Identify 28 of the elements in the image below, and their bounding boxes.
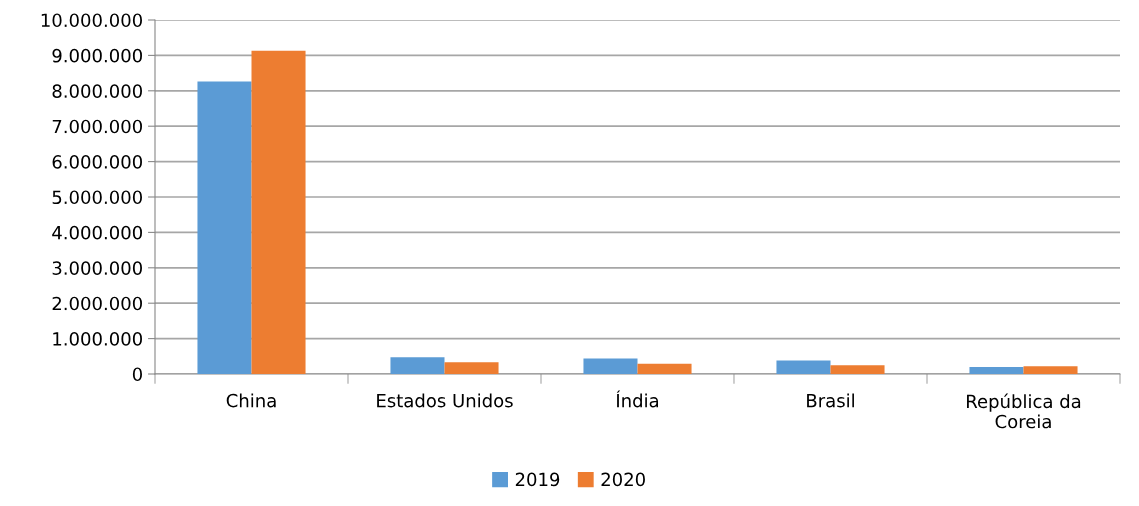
y-tick-label: 1.000.000	[53, 332, 142, 346]
bar	[830, 365, 885, 374]
y-tick-label: 8.000.000	[52, 84, 142, 98]
bar	[776, 360, 831, 374]
bar	[583, 358, 638, 374]
legend-label: 2019	[515, 472, 560, 487]
bar	[969, 366, 1024, 374]
y-tick-label: 10.000.000	[41, 13, 142, 28]
bar	[444, 362, 499, 374]
y-tick-label: 7.000.000	[52, 119, 142, 134]
bar	[197, 81, 252, 374]
bar	[390, 357, 445, 374]
y-tick-label: 0	[132, 367, 142, 382]
y-tick-label: 9.000.000	[52, 48, 142, 63]
bar	[1023, 366, 1078, 374]
y-tick-label: 5.000.000	[52, 190, 142, 205]
x-tick-label: República da Coreia	[967, 393, 1081, 429]
bar	[251, 50, 306, 374]
y-tick-label: 2.000.000	[52, 296, 142, 311]
x-tick-label: China	[226, 393, 276, 408]
y-tick-label: 4.000.000	[52, 225, 142, 240]
y-tick-label: 3.000.000	[52, 261, 142, 275]
x-tick-label: Estados Unidos	[377, 393, 513, 408]
bar	[637, 363, 692, 374]
y-tick-label: 6.000.000	[52, 155, 142, 169]
x-tick-label: Índia	[616, 390, 659, 408]
x-tick-label: Brasil	[807, 393, 854, 408]
legend-label: 2020	[601, 472, 645, 487]
